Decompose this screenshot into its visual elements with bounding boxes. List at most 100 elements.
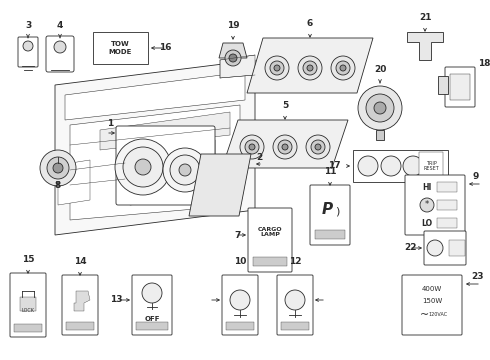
Text: ): ): [335, 207, 339, 217]
Circle shape: [306, 135, 330, 159]
FancyBboxPatch shape: [222, 275, 258, 335]
Text: 10: 10: [234, 257, 246, 266]
Text: 120VAC: 120VAC: [428, 312, 447, 318]
Text: 19: 19: [227, 21, 239, 30]
Text: 150W: 150W: [422, 298, 442, 304]
Circle shape: [163, 148, 207, 192]
Bar: [253, 257, 287, 266]
Text: 5: 5: [282, 101, 288, 110]
Bar: [14, 324, 42, 332]
Text: P: P: [321, 202, 333, 217]
Text: 400W: 400W: [422, 286, 442, 292]
Text: 4: 4: [57, 21, 63, 30]
Circle shape: [245, 140, 259, 154]
Circle shape: [307, 65, 313, 71]
Polygon shape: [247, 38, 373, 93]
Text: 23: 23: [471, 272, 484, 281]
Circle shape: [229, 54, 237, 62]
Text: TRIP
RESET: TRIP RESET: [423, 161, 439, 171]
Polygon shape: [219, 43, 247, 58]
Text: 21: 21: [419, 13, 431, 22]
FancyBboxPatch shape: [18, 37, 38, 67]
Circle shape: [47, 157, 69, 179]
Text: 6: 6: [307, 19, 313, 28]
Bar: [437, 218, 457, 228]
Circle shape: [298, 56, 322, 80]
Text: 15: 15: [22, 255, 34, 264]
Polygon shape: [55, 60, 255, 235]
Circle shape: [53, 163, 63, 173]
Polygon shape: [58, 160, 90, 205]
FancyBboxPatch shape: [62, 275, 98, 335]
Circle shape: [230, 290, 250, 310]
Bar: [281, 322, 309, 330]
Circle shape: [179, 164, 191, 176]
Circle shape: [381, 156, 401, 176]
Circle shape: [282, 144, 288, 150]
FancyBboxPatch shape: [405, 175, 465, 235]
Polygon shape: [189, 154, 251, 216]
Polygon shape: [100, 112, 230, 150]
Text: 7: 7: [235, 230, 241, 239]
Circle shape: [285, 290, 305, 310]
Text: ~: ~: [419, 310, 429, 320]
Text: TOW
MODE: TOW MODE: [108, 41, 132, 54]
Text: 12: 12: [289, 257, 301, 266]
Text: 16: 16: [159, 44, 171, 53]
Bar: [66, 322, 94, 330]
Text: 18: 18: [478, 59, 490, 68]
FancyBboxPatch shape: [402, 275, 462, 335]
Circle shape: [123, 147, 163, 187]
Bar: [353, 150, 448, 182]
Text: *: *: [425, 201, 429, 210]
Bar: [136, 322, 168, 330]
FancyBboxPatch shape: [277, 275, 313, 335]
Polygon shape: [130, 140, 215, 205]
Bar: [93, 32, 148, 64]
Text: 1: 1: [107, 119, 113, 128]
Text: 2: 2: [256, 153, 262, 162]
Circle shape: [135, 159, 151, 175]
Text: 20: 20: [374, 65, 386, 74]
Circle shape: [225, 50, 241, 66]
Circle shape: [249, 144, 255, 150]
Circle shape: [340, 65, 346, 71]
Polygon shape: [70, 105, 240, 220]
FancyBboxPatch shape: [424, 231, 466, 265]
Circle shape: [374, 102, 386, 114]
Text: OFF: OFF: [144, 316, 160, 322]
Circle shape: [115, 139, 171, 195]
Circle shape: [54, 41, 66, 53]
Text: 11: 11: [324, 167, 336, 176]
Circle shape: [23, 41, 33, 51]
FancyBboxPatch shape: [116, 126, 215, 205]
Bar: [419, 152, 443, 180]
Text: 14: 14: [74, 257, 86, 266]
Text: 9: 9: [472, 172, 478, 181]
FancyBboxPatch shape: [46, 36, 74, 72]
Circle shape: [274, 65, 280, 71]
Bar: [450, 74, 470, 100]
FancyBboxPatch shape: [310, 185, 350, 245]
Polygon shape: [407, 32, 443, 60]
Circle shape: [315, 144, 321, 150]
Bar: [376, 130, 384, 140]
Text: 17: 17: [328, 162, 341, 171]
Circle shape: [311, 140, 325, 154]
Circle shape: [358, 156, 378, 176]
Text: 22: 22: [405, 243, 417, 252]
Bar: [438, 76, 448, 94]
Circle shape: [273, 135, 297, 159]
Text: CARGO
LAMP: CARGO LAMP: [258, 226, 282, 237]
Circle shape: [278, 140, 292, 154]
Bar: [226, 322, 254, 330]
Circle shape: [366, 94, 394, 122]
Text: 3: 3: [25, 21, 31, 30]
Bar: [449, 240, 465, 256]
Circle shape: [358, 86, 402, 130]
FancyBboxPatch shape: [248, 208, 292, 272]
Circle shape: [336, 61, 350, 75]
Polygon shape: [74, 291, 90, 311]
Bar: [437, 200, 457, 210]
Polygon shape: [220, 55, 255, 78]
